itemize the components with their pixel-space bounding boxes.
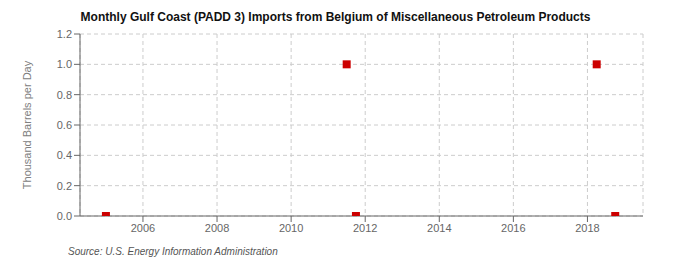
svg-text:0.4: 0.4 (57, 149, 72, 161)
svg-text:2012: 2012 (353, 222, 377, 234)
html-text:Source: U.S. Energy Informatio: Source: U.S. Energy Information Administ… (68, 246, 278, 257)
html-text:Monthly Gulf Coast (PADD 3) Im: Monthly Gulf Coast (PADD 3) Imports from… (80, 10, 591, 24)
svg-text:0.0: 0.0 (57, 210, 72, 222)
svg-text:2008: 2008 (205, 222, 229, 234)
svg-text:2016: 2016 (501, 222, 525, 234)
svg-text:1.2: 1.2 (57, 28, 72, 40)
svg-text:2014: 2014 (427, 222, 451, 234)
svg-text:1.0: 1.0 (57, 58, 72, 70)
svg-text:0.8: 0.8 (57, 89, 72, 101)
svg-text:2018: 2018 (575, 222, 599, 234)
svg-text:0.2: 0.2 (57, 180, 72, 192)
svg-text:2006: 2006 (131, 222, 155, 234)
svg-text:Thousand Barrels per Day: Thousand Barrels per Day (21, 60, 33, 189)
svg-text:0.6: 0.6 (57, 119, 72, 131)
svg-text:2010: 2010 (279, 222, 303, 234)
